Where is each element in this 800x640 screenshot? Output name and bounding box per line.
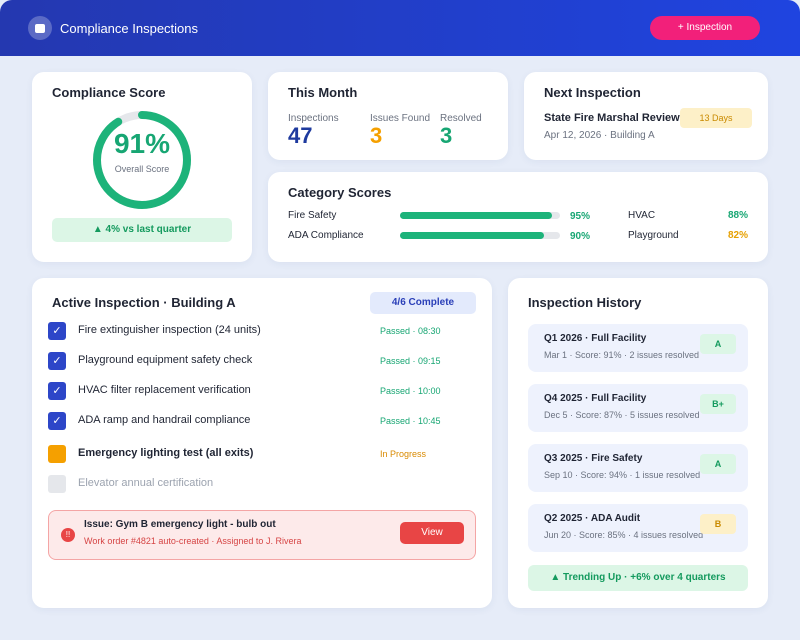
history-details: Dec 5 · Score: 87% · 5 issues resolved xyxy=(544,410,700,420)
card-title: Inspection History xyxy=(528,295,642,310)
category-score: 82% xyxy=(728,230,749,241)
issue-title: Issue: Gym B emergency light - bulb out xyxy=(84,519,276,530)
stat-value: 3 xyxy=(370,123,383,148)
history-details: Mar 1 · Score: 91% · 2 issues resolved xyxy=(544,350,700,360)
history-title: Q4 2025 · Full Facility xyxy=(544,393,647,404)
trend-pill: ▲ 4% vs last quarter xyxy=(52,218,232,242)
stat-label: Resolved xyxy=(440,113,482,124)
app-title: Compliance Inspections xyxy=(60,21,199,36)
category-name: Fire Safety xyxy=(288,210,337,221)
card-title: This Month xyxy=(288,85,358,100)
history-item: Q1 2026 · Full Facility Mar 1 · Score: 91… xyxy=(528,324,748,372)
category-name: ADA Compliance xyxy=(288,230,364,241)
checkbox: ✓ xyxy=(48,412,66,430)
history-trend: ▲ Trending Up · +6% over 4 quarters xyxy=(528,565,748,591)
item-text: Emergency lighting test (all exits) xyxy=(78,447,254,459)
item-status: In Progress xyxy=(380,449,427,459)
checkbox: ✓ xyxy=(48,322,66,340)
score-ring xyxy=(93,111,191,209)
checkbox xyxy=(48,475,66,493)
category-name: HVAC xyxy=(628,210,656,221)
history-details: Jun 20 · Score: 85% · 4 issues resolved xyxy=(544,530,704,540)
item-text: Playground equipment safety check xyxy=(78,354,253,366)
app-icon xyxy=(28,16,52,40)
item-status: Passed · 08:30 xyxy=(380,326,441,336)
history-title: Q3 2025 · Fire Safety xyxy=(544,453,643,464)
card-title: Compliance Score xyxy=(52,85,166,100)
this-month-card xyxy=(268,72,508,160)
category-score: 88% xyxy=(728,210,749,221)
item-text: HVAC filter replacement verification xyxy=(78,384,251,396)
checkbox xyxy=(48,445,66,463)
item-text: Elevator annual certification xyxy=(78,477,214,489)
history-item: Q3 2025 · Fire Safety Sep 10 · Score: 94%… xyxy=(528,444,748,492)
card-title: Category Scores xyxy=(288,185,392,200)
ring-value xyxy=(93,111,191,209)
days-badge: 13 Days xyxy=(680,108,752,128)
bar xyxy=(400,232,544,239)
category-score: 90% xyxy=(570,231,591,242)
inspection-details: Apr 12, 2026 · Building A xyxy=(544,130,655,141)
item-text: Fire extinguisher inspection (24 units) xyxy=(78,324,261,336)
grade-badge: B+ xyxy=(700,394,736,414)
score-caption: Overall Score xyxy=(114,164,170,174)
grade-badge: A xyxy=(700,334,736,354)
item-status: Passed · 10:45 xyxy=(380,416,441,426)
add-inspection-button[interactable]: + Inspection xyxy=(650,16,760,40)
card-title: Active Inspection · Building A xyxy=(52,295,236,310)
card-title: Next Inspection xyxy=(544,85,641,100)
header: Compliance Inspections + Inspection xyxy=(0,0,800,56)
history-title: Q2 2025 · ADA Audit xyxy=(544,513,641,524)
history-title: Q1 2026 · Full Facility xyxy=(544,333,647,344)
category-score: 95% xyxy=(570,211,591,222)
checkbox: ✓ xyxy=(48,352,66,370)
history-item: Q4 2025 · Full Facility Dec 5 · Score: 87… xyxy=(528,384,748,432)
history-item: Q2 2025 · ADA Audit Jun 20 · Score: 85% ·… xyxy=(528,504,748,552)
bar xyxy=(400,212,552,219)
checkbox: ✓ xyxy=(48,382,66,400)
item-status: Passed · 09:15 xyxy=(380,356,441,366)
history-details: Sep 10 · Score: 94% · 1 issue resolved xyxy=(544,470,701,480)
issue-details: Work order #4821 auto-created · Assigned… xyxy=(84,536,302,546)
progress-badge: 4/6 Complete xyxy=(370,292,476,314)
category-name: Playground xyxy=(628,230,679,241)
inspection-name: State Fire Marshal Review xyxy=(544,112,680,124)
view-button[interactable]: View xyxy=(400,522,464,544)
grade-badge: B xyxy=(700,514,736,534)
score-value: 91% xyxy=(113,128,171,159)
stat-value: 47 xyxy=(288,123,313,148)
issue-box: !! Issue: Gym B emergency light - bulb o… xyxy=(48,510,476,560)
stat-value: 3 xyxy=(440,123,453,148)
stat-label: Inspections xyxy=(288,113,339,124)
issue-icon: !! xyxy=(61,528,75,542)
stat-label: Issues Found xyxy=(370,113,431,124)
item-status: Passed · 10:00 xyxy=(380,386,441,396)
item-text: ADA ramp and handrail compliance xyxy=(78,414,251,426)
grade-badge: A xyxy=(700,454,736,474)
